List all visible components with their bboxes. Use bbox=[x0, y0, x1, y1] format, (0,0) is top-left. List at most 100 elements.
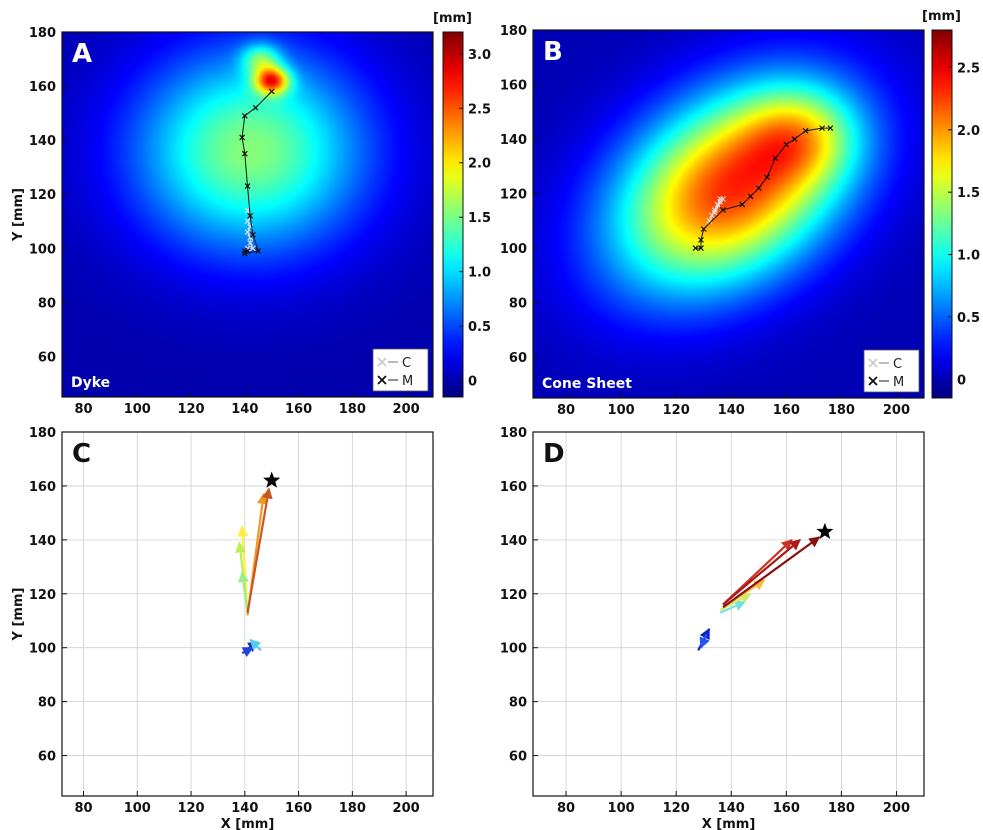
x-tick-label: 120 bbox=[663, 801, 690, 816]
legend-label: C bbox=[402, 356, 411, 371]
y-axis-label: Y [mm] bbox=[11, 188, 26, 242]
panel-tag: Dyke bbox=[71, 375, 110, 391]
displacement-arrow bbox=[249, 638, 262, 652]
panel-letter: D bbox=[543, 439, 565, 469]
y-tick-label: 180 bbox=[500, 24, 527, 39]
colorbar-tick-label: 0.5 bbox=[957, 311, 980, 326]
colorbar bbox=[442, 31, 464, 398]
legend-marker bbox=[377, 357, 387, 367]
x-tick-label: 200 bbox=[393, 402, 420, 417]
x-tick-label: 200 bbox=[883, 801, 910, 816]
y-tick-label: 180 bbox=[29, 26, 56, 41]
x-tick-label: 120 bbox=[663, 403, 690, 418]
heatmap-field bbox=[62, 32, 433, 397]
colorbar-unit: [mm] bbox=[433, 11, 472, 26]
point-C bbox=[711, 209, 718, 216]
x-tick-label: 160 bbox=[285, 402, 312, 417]
x-tick-label: 140 bbox=[231, 801, 258, 816]
point-M bbox=[698, 236, 704, 243]
x-axis-label: X [mm] bbox=[702, 817, 756, 830]
legend-box bbox=[372, 348, 429, 392]
y-tick-label: 160 bbox=[500, 480, 527, 495]
x-tick-label: 80 bbox=[557, 801, 575, 816]
y-tick-label: 140 bbox=[29, 534, 56, 549]
x-tick-label: 120 bbox=[177, 801, 204, 816]
colorbar-tick-label: 1.5 bbox=[957, 186, 980, 201]
point-C bbox=[720, 196, 726, 202]
x-axis-label: X [mm] bbox=[221, 817, 275, 830]
colorbar-tick-label: 3.0 bbox=[468, 48, 491, 63]
panel-letter: B bbox=[543, 37, 563, 67]
point-M bbox=[747, 193, 754, 200]
point-C bbox=[249, 245, 256, 252]
colorbar-tick-label: 1.5 bbox=[468, 211, 491, 226]
panel-letter: C bbox=[72, 439, 91, 469]
x-tick-label: 100 bbox=[124, 402, 151, 417]
point-M bbox=[739, 201, 746, 208]
y-tick-label: 60 bbox=[38, 750, 56, 765]
point-C bbox=[244, 218, 251, 225]
y-tick-label: 100 bbox=[29, 642, 56, 657]
point-M bbox=[249, 231, 256, 238]
point-M bbox=[819, 125, 826, 132]
y-tick-label: 140 bbox=[29, 134, 56, 149]
panel-tag: Cone Sheet bbox=[542, 376, 632, 392]
y-tick-label: 60 bbox=[509, 750, 527, 765]
source-star-icon bbox=[263, 471, 281, 488]
displacement-arrow bbox=[722, 539, 801, 606]
x-tick-label: 180 bbox=[828, 801, 855, 816]
colorbar-unit: [mm] bbox=[922, 9, 961, 24]
y-tick-label: 60 bbox=[38, 350, 56, 365]
x-tick-label: 140 bbox=[718, 801, 745, 816]
y-tick-label: 160 bbox=[29, 480, 56, 495]
colorbar-tick-label: 1.0 bbox=[468, 266, 491, 281]
point-M bbox=[692, 245, 699, 251]
x-tick-label: 160 bbox=[773, 801, 800, 816]
displacement-arrow bbox=[722, 536, 821, 609]
y-axis-label: Y [mm] bbox=[11, 588, 26, 642]
x-tick-label: 180 bbox=[339, 801, 366, 816]
axes-frame bbox=[61, 31, 434, 398]
colorbar-tick-label: 2.5 bbox=[957, 61, 980, 76]
point-M bbox=[698, 245, 704, 251]
x-tick-label: 120 bbox=[177, 402, 204, 417]
displacement-arrow bbox=[719, 600, 747, 614]
point-M bbox=[791, 136, 798, 142]
colorbar-tick-label: 0.5 bbox=[468, 320, 491, 335]
point-C bbox=[247, 239, 254, 246]
axes-frame bbox=[61, 431, 434, 797]
y-tick-label: 120 bbox=[500, 188, 527, 203]
point-M bbox=[255, 248, 262, 254]
y-tick-label: 160 bbox=[500, 79, 527, 94]
point-M bbox=[827, 125, 834, 132]
legend-marker bbox=[377, 375, 387, 385]
point-M bbox=[252, 104, 259, 111]
y-tick-label: 60 bbox=[509, 351, 527, 366]
y-tick-label: 80 bbox=[509, 696, 527, 711]
point-M bbox=[241, 112, 248, 119]
point-M bbox=[239, 134, 246, 141]
y-tick-label: 80 bbox=[38, 296, 56, 311]
legend-label: C bbox=[893, 357, 902, 372]
point-M bbox=[244, 183, 251, 190]
y-tick-label: 100 bbox=[29, 242, 56, 257]
panel-letter: A bbox=[72, 39, 92, 69]
y-tick-label: 100 bbox=[500, 242, 527, 257]
axes-frame bbox=[532, 431, 925, 797]
y-tick-label: 140 bbox=[500, 534, 527, 549]
point-M bbox=[247, 212, 254, 219]
panel-c: C 80 100 120 140 160 180 200 60 80 100 120 140 160 180… bbox=[11, 426, 434, 830]
point-M bbox=[241, 248, 248, 254]
y-tick-label: 120 bbox=[29, 588, 56, 603]
point-M bbox=[268, 88, 275, 95]
heatmap-field bbox=[533, 30, 924, 398]
legend-marker bbox=[868, 376, 878, 386]
y-tick-label: 180 bbox=[500, 426, 527, 441]
x-tick-label: 80 bbox=[74, 801, 92, 816]
y-tick-label: 180 bbox=[29, 426, 56, 441]
x-tick-label: 80 bbox=[557, 403, 575, 418]
x-tick-label: 140 bbox=[231, 402, 258, 417]
x-tick-label: 100 bbox=[608, 801, 635, 816]
y-tick-label: 100 bbox=[500, 642, 527, 657]
